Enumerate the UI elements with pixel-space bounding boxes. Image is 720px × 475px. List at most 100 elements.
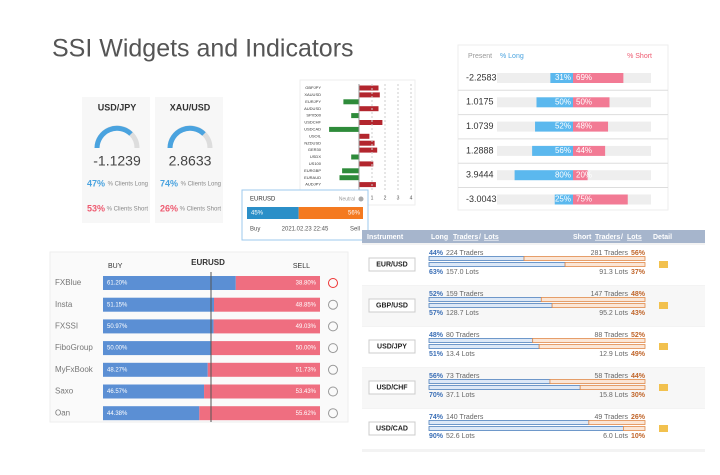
long-bar [428, 262, 566, 267]
mini-bar [329, 126, 359, 132]
sell-label: 53.43% [296, 389, 317, 395]
long-traders: 80 Traders [446, 332, 480, 339]
mini-bar [343, 99, 359, 105]
mini-bar [359, 147, 378, 153]
long-bar [428, 256, 525, 261]
present-value: -2.2583 [466, 72, 497, 82]
buy-bar [103, 341, 212, 356]
mini-category: EURGBP [304, 168, 321, 173]
detail-button[interactable] [328, 408, 338, 419]
short-traders: 147 Traders [591, 291, 629, 298]
broker-name: FXSSI [55, 322, 78, 331]
short-bar [573, 170, 588, 181]
long-bar [428, 303, 553, 308]
long-label: 50% [555, 97, 571, 106]
detail-folder[interactable] [659, 261, 668, 268]
detail-folder[interactable] [659, 384, 668, 391]
detail-button[interactable] [328, 278, 338, 288]
short-lots: 6.0 Lots [603, 433, 628, 440]
mini-category: GBPJPY [305, 85, 321, 90]
symbol-header: EURUSD [191, 258, 225, 267]
mini-category: GER30 [308, 147, 322, 152]
long-lots: 157.0 Lots [446, 269, 479, 276]
instrument-box [368, 421, 416, 436]
detail-button[interactable] [328, 343, 338, 354]
mini-tick: 1 [371, 195, 374, 201]
gauge-arc [94, 125, 133, 149]
sell-label: 48.85% [296, 302, 317, 308]
h-lots2: Lots [627, 234, 642, 241]
mini-bar [359, 92, 380, 98]
detail-button[interactable] [328, 299, 338, 310]
long-bar [532, 145, 573, 156]
short-lots-pct: 43% [631, 310, 646, 317]
long-bar [428, 297, 542, 302]
long-bar [554, 194, 573, 205]
mini-category: AUDUSD [304, 106, 321, 111]
mini-bar [339, 175, 359, 181]
instrument: USD/CHF [376, 384, 408, 391]
long-label: 56% [555, 146, 571, 155]
mini-bar [359, 182, 376, 188]
h-slash2: / [621, 234, 623, 241]
long-label: 52% [555, 122, 571, 131]
h-lots: Lots [484, 234, 499, 241]
mini-tick: 4 [410, 195, 413, 201]
short-pct: 53% [87, 203, 105, 213]
detail-folder[interactable] [659, 425, 668, 432]
popup-sell-label: 56% [348, 211, 361, 217]
buy-label: 51.15% [107, 302, 128, 308]
long-label: % Clients Long [181, 182, 221, 188]
h-instrument: Instrument [367, 234, 404, 241]
mini-category: USDX [310, 154, 321, 159]
short-lots: 91.3 Lots [599, 269, 628, 276]
h-detail: Detail [653, 234, 672, 241]
long-lots-pct: 63% [429, 269, 444, 276]
short-bar [564, 262, 646, 267]
h-long: Long [431, 234, 448, 241]
instrument-box [368, 257, 416, 272]
popup-status: Neutral [339, 196, 355, 202]
buy-bar [103, 362, 208, 377]
long-traders-pct: 56% [429, 373, 444, 380]
short-lots: 95.2 Lots [599, 310, 628, 317]
short-bar [540, 297, 646, 302]
short-label: 48% [576, 122, 592, 131]
long-lots-pct: 90% [429, 433, 444, 440]
short-bar [551, 303, 646, 308]
long-bar [428, 379, 551, 384]
broker-name: Saxo [55, 387, 74, 396]
detail-button[interactable] [328, 364, 338, 375]
h-traders: Traders [453, 234, 478, 241]
instrument: USD/JPY [377, 343, 407, 350]
short-bar [538, 344, 646, 349]
mini-category: USDCHF [304, 120, 321, 125]
short-bar [573, 194, 628, 205]
sell-label: 55.62% [296, 411, 317, 417]
gauge-card [155, 97, 223, 223]
h-short: Short [573, 234, 592, 241]
long-traders-pct: 44% [429, 250, 444, 257]
long-lots-pct: 57% [429, 310, 444, 317]
sell-bar [204, 384, 320, 399]
short-pct: 26% [160, 203, 178, 213]
short-label: 44% [576, 146, 592, 155]
short-label: 50% [576, 97, 592, 106]
long-bar [428, 344, 540, 349]
broker-name: Oan [55, 408, 70, 417]
present-value: 1.2888 [466, 145, 494, 155]
long-traders-pct: 48% [429, 332, 444, 339]
short-bar [588, 420, 646, 425]
mini-bar [359, 140, 375, 146]
detail-button[interactable] [328, 386, 338, 397]
short-bar [532, 338, 646, 343]
gauge-value: 2.8633 [169, 153, 212, 169]
buy-label: 50.97% [107, 324, 128, 330]
short-lots: 12.9 Lots [599, 351, 628, 358]
long-lots-pct: 70% [429, 392, 444, 399]
detail-folder[interactable] [659, 302, 668, 309]
detail-button[interactable] [328, 321, 338, 332]
short-traders: 88 Traders [595, 332, 629, 339]
detail-folder[interactable] [659, 343, 668, 350]
